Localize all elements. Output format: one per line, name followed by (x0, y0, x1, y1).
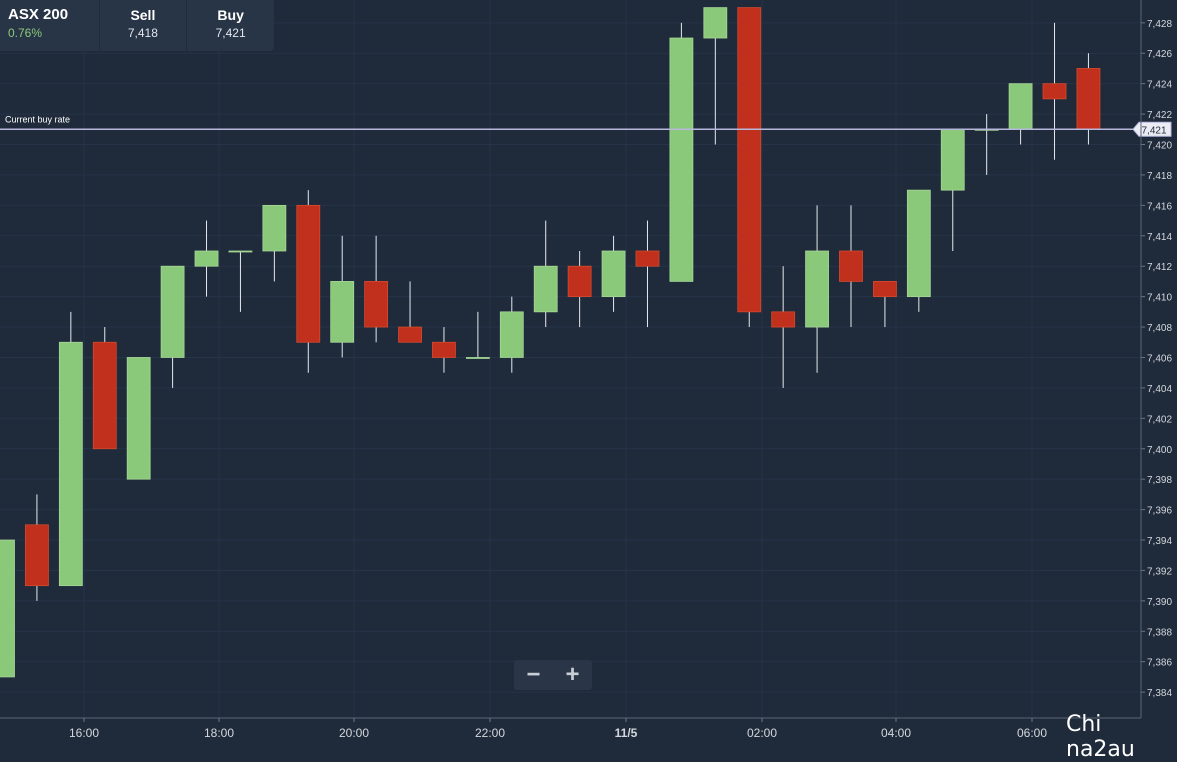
candle-down (364, 281, 389, 328)
x-tick-label: 18:00 (204, 726, 234, 739)
candle-down (432, 341, 456, 358)
current-rate-label: Current buy rate (5, 114, 70, 124)
candle-down (92, 341, 117, 450)
sell-button[interactable]: Sell 7,418 (100, 0, 188, 51)
y-tick-label: 7,404 (1147, 384, 1172, 395)
instrument-cell[interactable]: ASX 200 0.76% (0, 0, 100, 51)
x-tick-label: 16:00 (69, 726, 99, 739)
candle-down (567, 265, 592, 298)
x-tick-label: 02:00 (747, 726, 777, 739)
sell-value: 7,418 (127, 26, 158, 40)
x-tick-label: 04:00 (881, 726, 911, 739)
watermark: Chi na2au (1066, 712, 1135, 762)
y-tick-label: 7,406 (1147, 353, 1172, 364)
candle-up (906, 189, 931, 298)
zoom-controls: − + (514, 660, 592, 690)
candle-up (533, 265, 558, 313)
candle-up (465, 357, 490, 359)
instrument-panel: ASX 200 0.76% Sell 7,418 Buy 7,421 (0, 0, 274, 51)
buy-button[interactable]: Buy 7,421 (187, 0, 274, 51)
y-tick-label: 7,418 (1147, 171, 1172, 182)
candle-up (940, 128, 965, 191)
candle-up (703, 7, 728, 39)
buy-value: 7,421 (215, 26, 246, 40)
y-tick-label: 7,398 (1147, 475, 1172, 486)
candle-up (160, 265, 185, 358)
y-tick-label: 7,426 (1147, 49, 1172, 60)
y-tick-label: 7,408 (1147, 323, 1172, 334)
candles (0, 7, 1101, 678)
y-tick-label: 7,428 (1147, 19, 1172, 30)
candle-up (126, 357, 151, 480)
zoom-out-button[interactable]: − (526, 661, 541, 688)
x-tick-label: 06:00 (1017, 726, 1047, 739)
y-tick-label: 7,390 (1147, 597, 1172, 608)
candle-up (669, 37, 694, 282)
y-tick-label: 7,420 (1147, 141, 1172, 152)
candle-up (0, 539, 15, 678)
y-tick-label: 7,414 (1147, 232, 1172, 243)
candle-down (839, 250, 863, 282)
candle-down (398, 326, 422, 343)
y-axis: 7,384 7,386 7,388 7,390 7,392 7,394 7,396 7,398… (1140, 0, 1172, 718)
x-tick-label: 22:00 (475, 726, 505, 739)
candle-up (194, 250, 219, 267)
instrument-change: 0.76% (8, 26, 43, 40)
candle-down (296, 204, 321, 343)
candle-down (737, 7, 762, 313)
y-tick-label: 7,400 (1147, 445, 1172, 456)
candle-up (601, 250, 626, 298)
y-tick-label: 7,394 (1147, 536, 1172, 547)
y-tick-label: 7,412 (1147, 262, 1172, 273)
candle-down (635, 250, 660, 267)
candle-up (499, 311, 524, 358)
grid (0, 0, 1141, 718)
y-tick-label: 7,402 (1147, 414, 1172, 425)
buy-label: Buy (217, 7, 244, 23)
y-tick-label: 7,424 (1147, 80, 1172, 91)
candle-up (1008, 83, 1033, 130)
y-tick-label: 7,396 (1147, 506, 1172, 517)
y-tick-label: 7,392 (1147, 566, 1172, 577)
candle-up (228, 250, 253, 253)
y-tick-label: 7,386 (1147, 658, 1172, 669)
candle-up (58, 341, 83, 587)
candle-down (1042, 83, 1067, 100)
sell-label: Sell (130, 7, 156, 23)
y-tick-label: 7,384 (1147, 688, 1172, 699)
y-tick-label: 7,416 (1147, 201, 1172, 212)
x-tick-label: 11/5 (615, 726, 638, 739)
y-tick-label: 7,422 (1147, 110, 1172, 121)
current-rate-tag (1132, 121, 1172, 137)
zoom-in-button[interactable]: + (565, 661, 580, 688)
candle-up (262, 204, 287, 252)
candle-up (805, 250, 829, 328)
y-tick-label: 7,388 (1147, 627, 1172, 638)
candle-down (25, 524, 49, 587)
candle-up (330, 281, 355, 343)
current-rate-line: Current buy rate 7,421 (0, 114, 1172, 137)
candle-down (771, 311, 796, 328)
y-tick-label: 7,410 (1147, 293, 1172, 304)
current-rate-value: 7,421 (1141, 125, 1166, 136)
x-tick-label: 20:00 (339, 726, 369, 739)
x-axis: 16:00 18:00 20:00 22:00 11/5 02:00 04:00 06:00 (0, 717, 1141, 739)
instrument-name: ASX 200 (8, 6, 69, 23)
candle-down (873, 281, 897, 298)
candle-down (1076, 68, 1101, 130)
